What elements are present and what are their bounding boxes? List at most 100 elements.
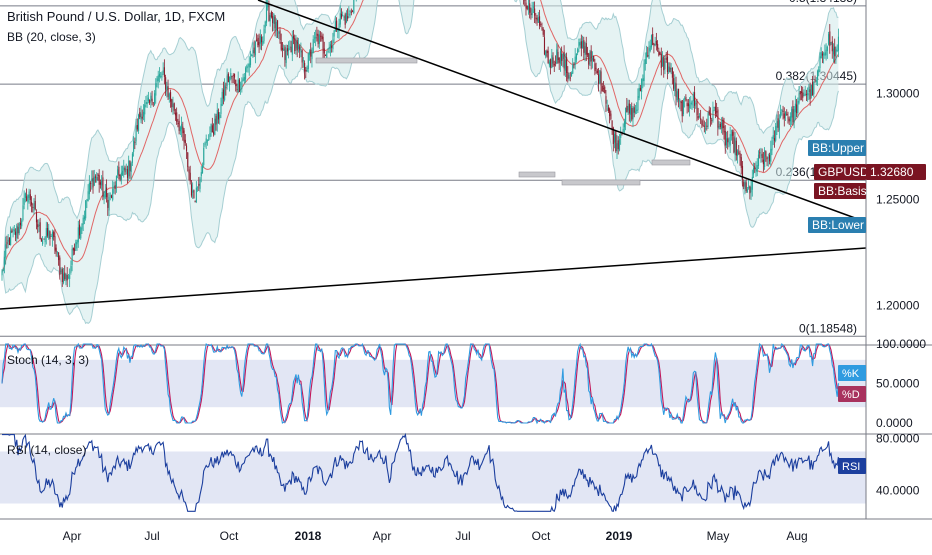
candle-body — [780, 112, 782, 118]
stoch-d-value-label-bg — [838, 386, 866, 402]
candle-body — [108, 196, 110, 211]
stoch-tick-label: 100.0000 — [876, 337, 926, 351]
candle-body — [265, 4, 268, 23]
candle-body — [32, 207, 34, 208]
candle-body — [267, 4, 269, 8]
candle-body — [696, 100, 698, 116]
bb-basis-value-label-bg — [814, 183, 866, 199]
candle-body — [598, 74, 600, 84]
candle-body — [168, 93, 170, 99]
candle-body — [225, 87, 227, 89]
candle-body — [588, 53, 590, 65]
candle-body — [595, 67, 597, 69]
candle-body — [294, 38, 296, 51]
bb-lower-value-label-bg — [808, 217, 866, 233]
candle-body — [194, 201, 196, 202]
candle-body — [248, 63, 250, 68]
candle-body — [221, 91, 223, 106]
candle-body — [540, 24, 542, 25]
candle-body — [630, 105, 632, 115]
candle-body — [94, 176, 97, 178]
symbol-label-bg — [814, 164, 866, 180]
candle-body — [653, 44, 655, 46]
candle-body — [749, 186, 751, 194]
candle-body — [3, 256, 6, 267]
candle-body — [665, 58, 667, 60]
candle-body — [22, 205, 24, 221]
candle-body — [577, 49, 579, 53]
candle-body — [201, 165, 204, 174]
candle-body — [734, 138, 736, 155]
candle-body — [198, 183, 200, 186]
candle-body — [783, 113, 785, 119]
candle-body — [647, 55, 649, 57]
candle-body — [80, 227, 82, 239]
candle-body — [286, 48, 288, 52]
time-tick-label: 2019 — [606, 529, 633, 543]
candle-body — [16, 225, 18, 239]
candle-body — [733, 136, 735, 153]
candle-body — [227, 73, 229, 83]
candle-body — [321, 35, 323, 40]
rsi-value-label: RSI — [842, 461, 860, 473]
candle-body — [638, 87, 640, 98]
candle-body — [611, 120, 613, 130]
candle-body — [102, 177, 104, 197]
candle-body — [113, 186, 115, 189]
candle-body — [261, 36, 263, 43]
candle-body — [289, 46, 291, 48]
candle-body — [60, 270, 62, 272]
candle-body — [109, 195, 111, 197]
candle-body — [344, 14, 346, 25]
candle-body — [188, 169, 190, 173]
candle-body — [226, 75, 228, 87]
candle-body — [128, 160, 130, 177]
candle-body — [136, 125, 138, 130]
candle-body — [327, 50, 329, 53]
candle-body — [326, 53, 328, 58]
ascending-trendline — [0, 247, 867, 310]
candle-body — [49, 231, 51, 240]
candle-body — [530, 13, 532, 16]
candle-body — [746, 189, 748, 193]
candle-body — [10, 230, 12, 246]
candle-body — [27, 194, 29, 203]
candle-body — [69, 275, 71, 279]
candle-body — [119, 174, 121, 180]
candle-body — [659, 52, 661, 55]
candle-body — [229, 76, 231, 85]
candle-body — [662, 57, 664, 66]
candle-body — [614, 134, 616, 143]
candle-body — [692, 93, 694, 102]
candle-body — [302, 60, 304, 61]
candle-body — [205, 138, 207, 144]
candle-body — [582, 41, 584, 48]
candle-body — [769, 155, 771, 162]
candle-body — [306, 67, 308, 72]
bb-upper-value-label: BB:Upper — [812, 141, 864, 155]
time-tick-label: Apr — [373, 529, 392, 543]
candle-body — [612, 127, 614, 145]
candle-body — [767, 157, 769, 159]
candle-body — [34, 200, 36, 210]
candle-body — [331, 45, 333, 49]
candle-body — [345, 13, 347, 23]
candle-body — [593, 56, 595, 62]
candle-body — [819, 56, 821, 69]
candle-body — [53, 232, 55, 238]
candle-body — [689, 104, 691, 109]
candle-body — [730, 134, 732, 136]
candle-body — [717, 109, 719, 128]
candle-body — [546, 50, 548, 53]
candle-body — [77, 227, 79, 243]
candle-body — [670, 68, 672, 70]
candle-body — [21, 220, 23, 227]
candle-body — [719, 123, 721, 128]
candle-body — [141, 116, 143, 119]
candle-body — [643, 63, 645, 81]
candle-body — [288, 48, 290, 51]
candle-body — [738, 152, 740, 154]
candle-body — [295, 41, 297, 49]
candle-body — [210, 123, 212, 133]
